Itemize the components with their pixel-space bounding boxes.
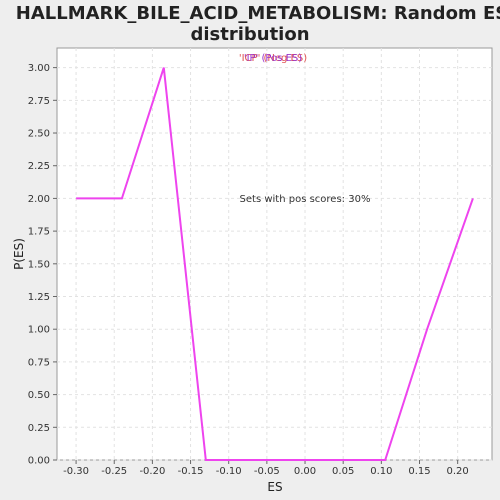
y-tick-label: 2.75 (28, 96, 50, 107)
y-tick-label: 2.25 (28, 161, 50, 172)
y-tick-label: 1.00 (28, 325, 50, 336)
chart-title-line-2: distribution (190, 24, 309, 45)
x-tick-label: -0.30 (63, 466, 89, 477)
x-tick-label: -0.05 (254, 466, 280, 477)
y-tick-label: 2.50 (28, 129, 50, 140)
pos-score-annotation: Sets with pos scores: 30% (240, 194, 371, 205)
legend-text-neg: 'ICP' (Neg ES) (239, 53, 307, 64)
series (76, 67, 474, 461)
y-tick-label: 0.75 (28, 357, 50, 368)
x-tick-label: -0.25 (101, 466, 127, 477)
legend-text-pos: 'IP' (Pos ES) (244, 53, 302, 64)
x-tick-label: -0.15 (178, 466, 204, 477)
chart-title-line-1: HALLMARK_BILE_ACID_METABOLISM: Random ES (16, 3, 500, 24)
plot-area (56, 47, 493, 461)
y-tick-label: 1.25 (28, 292, 50, 303)
x-axis-label: ES (267, 480, 282, 494)
x-tick-label: 0.15 (408, 466, 430, 477)
y-tick-label: 1.75 (28, 227, 50, 238)
y-axis: 0.00 0.25 0.50 0.75 1.00 1.25 1.50 1.75 2.00 2.25… (28, 63, 57, 467)
x-tick-label: -0.20 (139, 466, 165, 477)
y-tick-label: 3.00 (28, 63, 50, 74)
y-tick-label: 2.00 (28, 194, 50, 205)
x-axis: -0.30 -0.25 -0.20 -0.15 -0.10 -0.05 0.00 0.05 0.… (63, 460, 469, 477)
x-tick-label: 0.00 (294, 466, 316, 477)
x-tick-label: 0.05 (332, 466, 354, 477)
series-line-0 (76, 67, 474, 461)
y-tick-label: 0.50 (28, 390, 50, 401)
grid (57, 48, 492, 461)
y-tick-label: 0.25 (28, 423, 50, 434)
y-tick-label: 1.50 (28, 259, 50, 270)
x-tick-label: -0.10 (216, 466, 242, 477)
y-tick-label: 0.00 (28, 456, 50, 467)
x-tick-label: 0.10 (370, 466, 392, 477)
x-tick-label: 0.20 (447, 466, 469, 477)
y-axis-label: P(ES) (12, 238, 26, 270)
